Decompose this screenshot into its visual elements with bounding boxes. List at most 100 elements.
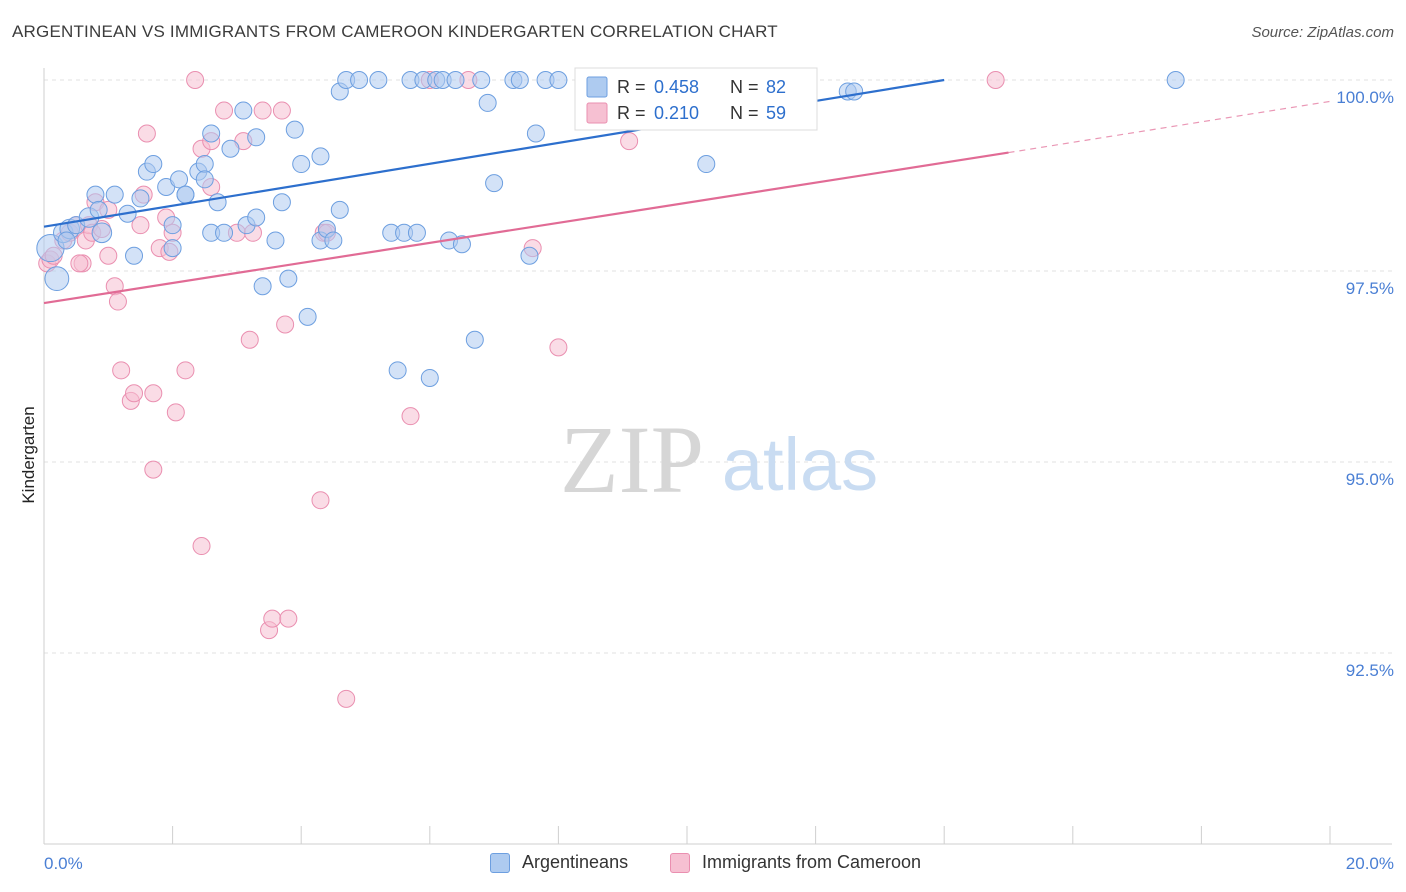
- point-cameroon: [549, 338, 568, 357]
- point-argentinean: [845, 82, 864, 101]
- point-argentinean: [520, 246, 539, 265]
- legend-label-cameroon: Immigrants from Cameroon: [702, 852, 922, 872]
- point-argentinean: [57, 231, 76, 250]
- axes: [43, 68, 1392, 845]
- point-cameroon: [176, 361, 195, 380]
- point-cameroon: [137, 124, 156, 143]
- point-argentinean: [247, 208, 266, 227]
- legend-swatch-pink: [586, 102, 608, 124]
- watermark: ZIP atlas: [560, 406, 878, 513]
- point-argentinean: [272, 193, 291, 212]
- trend-line-cameroon-extension: [1008, 100, 1331, 154]
- point-argentinean: [163, 216, 182, 235]
- trend-line-cameroon: [43, 151, 1009, 305]
- legend-swatch-cameroon: [670, 852, 690, 873]
- point-argentinean: [526, 124, 545, 143]
- point-argentinean: [292, 155, 311, 174]
- legend-swatch-argentineans: [490, 852, 510, 873]
- point-argentinean: [478, 93, 497, 112]
- point-cameroon: [253, 101, 272, 120]
- series-cameroon-points: [38, 71, 1005, 708]
- point-cameroon: [144, 384, 163, 403]
- point-argentinean: [311, 147, 330, 166]
- point-argentinean: [420, 368, 439, 387]
- point-argentinean: [485, 174, 504, 193]
- legend-r-value-2: 0.210: [654, 103, 699, 123]
- point-argentinean: [247, 128, 266, 147]
- legend-n-value-2: 59: [766, 103, 786, 123]
- point-cameroon: [112, 361, 131, 380]
- legend-n-value-1: 82: [766, 77, 786, 97]
- legend-swatch-blue: [586, 76, 608, 98]
- x-tick-label-max: 20.0%: [1346, 854, 1394, 873]
- point-cameroon: [311, 491, 330, 510]
- point-argentinean: [549, 71, 568, 89]
- x-tick-label-min: 0.0%: [44, 854, 83, 873]
- point-cameroon: [144, 460, 163, 479]
- point-cameroon: [215, 101, 234, 120]
- source-label: Source: ZipAtlas.com: [1251, 24, 1394, 41]
- point-argentinean: [44, 266, 70, 292]
- point-argentinean: [253, 277, 272, 296]
- point-cameroon: [279, 609, 298, 628]
- point-argentinean: [369, 71, 388, 89]
- point-cameroon: [125, 384, 144, 403]
- point-argentinean: [215, 223, 234, 242]
- legend-n-label-1: N =: [730, 77, 759, 97]
- grid: [44, 79, 1392, 654]
- y-tick-label: 100.0%: [1336, 88, 1394, 107]
- point-argentinean: [452, 235, 471, 254]
- y-tick-label: 95.0%: [1346, 470, 1394, 489]
- point-argentinean: [234, 101, 253, 120]
- point-cameroon: [99, 246, 118, 265]
- point-argentinean: [350, 71, 369, 89]
- point-argentinean: [330, 200, 349, 219]
- point-cameroon: [401, 407, 420, 426]
- point-argentinean: [446, 71, 465, 89]
- point-argentinean: [144, 155, 163, 174]
- point-cameroon: [337, 689, 356, 708]
- legend-r-label-2: R =: [617, 103, 646, 123]
- y-tick-labels: 92.5% 95.0% 97.5% 100.0%: [1336, 88, 1394, 680]
- point-argentinean: [285, 120, 304, 139]
- watermark-atlas: atlas: [722, 423, 878, 506]
- point-argentinean: [1166, 71, 1185, 89]
- legend-item-argentineans[interactable]: Argentineans: [490, 852, 628, 873]
- chart-title: ARGENTINEAN VS IMMIGRANTS FROM CAMEROON …: [12, 22, 778, 41]
- point-argentinean: [298, 307, 317, 326]
- point-argentinean: [105, 185, 124, 204]
- point-argentinean: [388, 361, 407, 380]
- point-argentinean: [221, 139, 240, 158]
- point-cameroon: [186, 71, 205, 89]
- point-argentinean: [208, 193, 227, 212]
- y-axis-title: Kindergarten: [19, 406, 38, 503]
- watermark-zip: ZIP: [560, 406, 704, 513]
- point-argentinean: [163, 239, 182, 258]
- point-argentinean: [472, 71, 491, 89]
- point-argentinean: [202, 124, 221, 143]
- point-argentinean: [324, 231, 343, 250]
- y-tick-label: 92.5%: [1346, 661, 1394, 680]
- point-cameroon: [986, 71, 1005, 89]
- legend-box: [574, 67, 818, 131]
- legend-n-label-2: N =: [730, 103, 759, 123]
- point-argentinean: [195, 155, 214, 174]
- y-tick-label: 97.5%: [1346, 279, 1394, 298]
- point-cameroon: [192, 537, 211, 556]
- legend-item-cameroon[interactable]: Immigrants from Cameroon: [670, 852, 921, 873]
- legend-label-argentineans: Argentineans: [522, 852, 629, 872]
- point-cameroon: [263, 609, 282, 628]
- bottom-legend: Argentineans Immigrants from Cameroon: [0, 852, 1406, 878]
- point-cameroon: [70, 254, 89, 273]
- point-argentinean: [510, 71, 529, 89]
- point-argentinean: [407, 223, 426, 242]
- point-argentinean: [125, 246, 144, 265]
- point-cameroon: [166, 403, 185, 422]
- point-argentinean: [279, 269, 298, 288]
- point-argentinean: [465, 330, 484, 349]
- point-argentinean: [91, 222, 113, 244]
- point-cameroon: [240, 330, 259, 349]
- legend-r-label-1: R =: [617, 77, 646, 97]
- point-argentinean: [195, 170, 214, 189]
- point-cameroon: [108, 292, 127, 311]
